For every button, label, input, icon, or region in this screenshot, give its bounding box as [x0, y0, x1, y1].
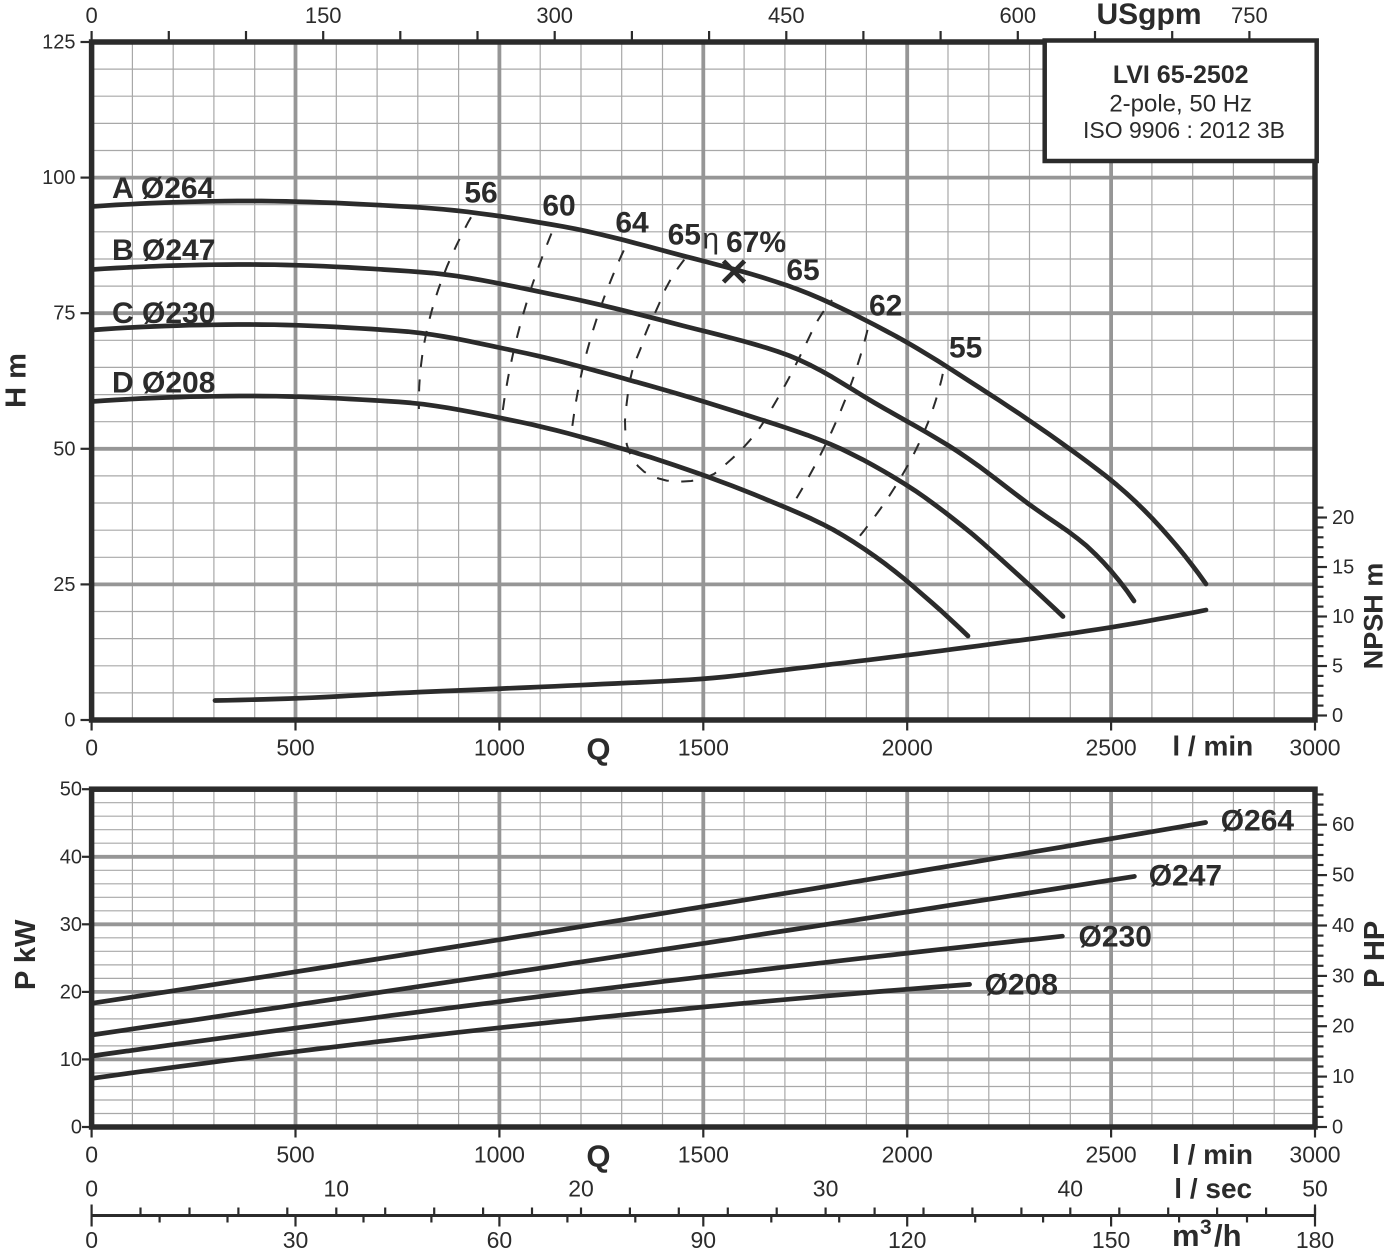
svg-text:ISO 9906 : 2012 3B: ISO 9906 : 2012 3B: [1083, 117, 1285, 143]
svg-text:3: 3: [1200, 1216, 1212, 1239]
svg-text:50: 50: [1332, 865, 1354, 887]
svg-text:15: 15: [1332, 557, 1354, 579]
svg-text:A Ø264: A Ø264: [112, 172, 215, 205]
svg-text:300: 300: [536, 3, 573, 28]
svg-text:3000: 3000: [1289, 735, 1340, 761]
svg-text:B Ø247: B Ø247: [112, 234, 215, 267]
svg-text:/h: /h: [1214, 1218, 1242, 1253]
svg-text:30: 30: [1332, 965, 1354, 987]
svg-text:40: 40: [60, 846, 82, 868]
svg-text:90: 90: [691, 1227, 717, 1253]
svg-text:50: 50: [1302, 1176, 1328, 1202]
svg-text:10: 10: [324, 1176, 350, 1202]
svg-text:1500: 1500: [678, 735, 729, 761]
svg-text:Q: Q: [586, 732, 610, 767]
svg-text:2000: 2000: [882, 735, 933, 761]
svg-text:Ø230: Ø230: [1079, 921, 1152, 954]
svg-text:500: 500: [276, 735, 314, 761]
svg-text:2500: 2500: [1086, 1142, 1137, 1168]
svg-text:0: 0: [85, 1176, 98, 1202]
svg-text:150: 150: [305, 3, 342, 28]
svg-text:62: 62: [869, 290, 902, 323]
svg-text:55: 55: [949, 332, 982, 365]
svg-text:60: 60: [487, 1227, 513, 1253]
svg-text:20: 20: [1332, 507, 1354, 529]
svg-text:100: 100: [42, 167, 75, 189]
svg-text:Ø247: Ø247: [1149, 860, 1222, 893]
svg-text:30: 30: [813, 1176, 839, 1202]
svg-text:10: 10: [1332, 606, 1354, 628]
svg-text:50: 50: [53, 438, 75, 460]
svg-text:2000: 2000: [882, 1142, 933, 1168]
svg-text:30: 30: [283, 1227, 309, 1253]
svg-text:D Ø208: D Ø208: [112, 367, 215, 400]
svg-text:120: 120: [888, 1227, 926, 1253]
svg-text:H m: H m: [1, 353, 33, 408]
svg-text:500: 500: [276, 1142, 314, 1168]
svg-text:Ø264: Ø264: [1221, 805, 1295, 838]
svg-text:Ø208: Ø208: [985, 969, 1058, 1002]
svg-text:2-pole, 50 Hz: 2-pole, 50 Hz: [1109, 91, 1252, 118]
svg-text:25: 25: [53, 574, 75, 596]
svg-text:NPSH m: NPSH m: [1359, 563, 1388, 670]
svg-text:1000: 1000: [474, 1142, 525, 1168]
svg-text:5: 5: [1332, 656, 1343, 678]
svg-text:20: 20: [568, 1176, 594, 1202]
svg-text:67%: 67%: [726, 226, 786, 259]
svg-text:50: 50: [60, 779, 82, 801]
svg-text:20: 20: [60, 981, 82, 1003]
svg-text:65: 65: [786, 254, 819, 287]
svg-text:0: 0: [1332, 705, 1343, 727]
svg-text:P HP: P HP: [1359, 921, 1388, 988]
svg-text:600: 600: [999, 3, 1036, 28]
svg-text:0: 0: [85, 3, 97, 28]
svg-text:Q: Q: [586, 1139, 610, 1174]
svg-text:USgpm: USgpm: [1097, 0, 1202, 31]
svg-text:40: 40: [1332, 915, 1354, 937]
svg-text:l / min: l / min: [1172, 1139, 1253, 1170]
svg-text:η: η: [702, 223, 719, 256]
svg-text:3000: 3000: [1289, 1142, 1340, 1168]
svg-text:60: 60: [542, 190, 575, 223]
svg-text:0: 0: [85, 1227, 98, 1253]
svg-text:10: 10: [1332, 1066, 1354, 1088]
svg-text:0: 0: [1332, 1117, 1343, 1139]
svg-text:125: 125: [42, 32, 75, 54]
svg-text:1000: 1000: [474, 735, 525, 761]
svg-text:450: 450: [768, 3, 805, 28]
svg-text:m: m: [1172, 1218, 1200, 1253]
svg-text:65: 65: [668, 219, 701, 252]
svg-text:0: 0: [71, 1117, 82, 1139]
svg-text:LVI 65-2502: LVI 65-2502: [1113, 61, 1249, 89]
svg-text:40: 40: [1058, 1176, 1084, 1202]
svg-text:10: 10: [60, 1049, 82, 1071]
svg-text:0: 0: [64, 710, 75, 732]
svg-text:750: 750: [1231, 3, 1268, 28]
svg-text:20: 20: [1332, 1016, 1354, 1038]
svg-text:150: 150: [1092, 1227, 1130, 1253]
svg-text:P kW: P kW: [10, 919, 42, 990]
svg-text:75: 75: [53, 303, 75, 325]
svg-text:l / min: l / min: [1172, 731, 1253, 762]
svg-text:180: 180: [1296, 1227, 1334, 1253]
svg-text:0: 0: [85, 735, 98, 761]
svg-text:2500: 2500: [1086, 735, 1137, 761]
svg-text:60: 60: [1332, 814, 1354, 836]
svg-text:l / sec: l / sec: [1174, 1173, 1252, 1204]
svg-text:0: 0: [85, 1142, 98, 1168]
svg-text:64: 64: [615, 207, 649, 240]
svg-text:30: 30: [60, 914, 82, 936]
svg-text:1500: 1500: [678, 1142, 729, 1168]
svg-text:C Ø230: C Ø230: [112, 297, 215, 330]
svg-text:56: 56: [464, 177, 497, 210]
